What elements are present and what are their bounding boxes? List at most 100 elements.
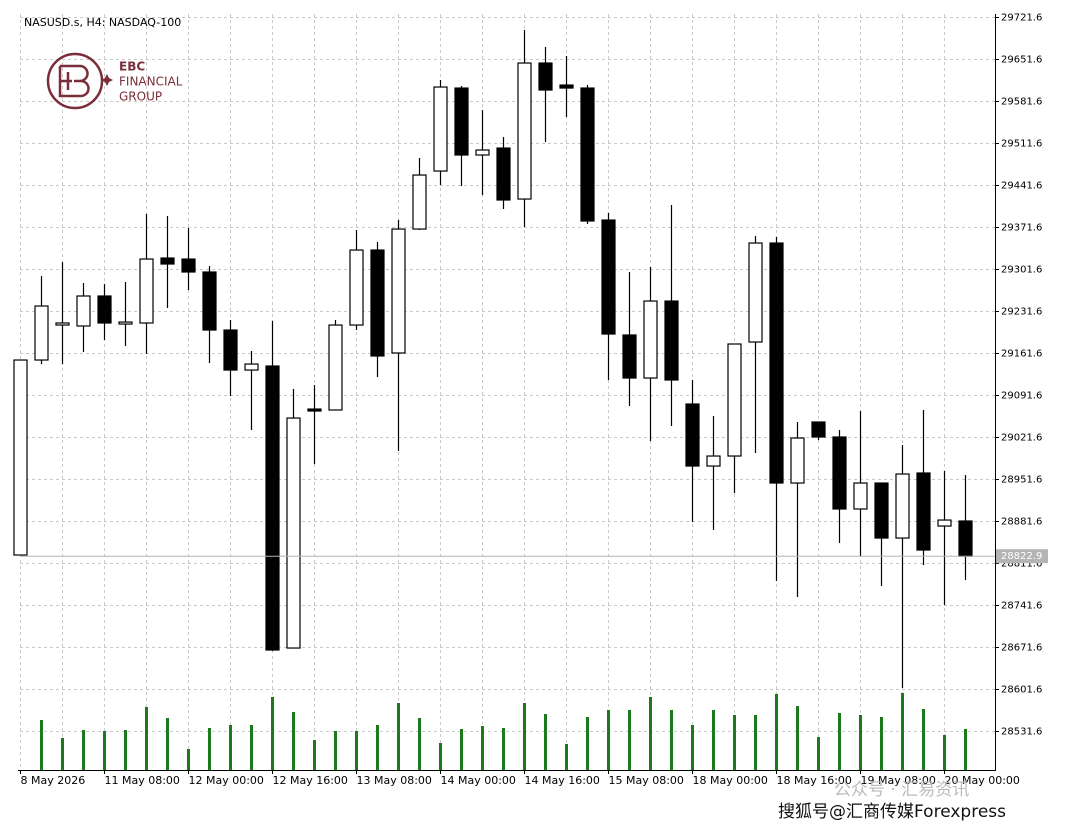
- x-tick-label: 18 May 00:00: [693, 774, 768, 787]
- volume-bar: [124, 730, 127, 770]
- logo-star: [101, 74, 113, 86]
- x-tick-label: 14 May 16:00: [525, 774, 600, 787]
- volume-bar: [901, 693, 904, 770]
- volume-bar: [460, 729, 463, 770]
- x-tick-label: 13 May 08:00: [357, 774, 432, 787]
- y-tick-label: 29161.6: [1001, 349, 1042, 360]
- volume-bar: [943, 735, 946, 770]
- candle-body: [643, 300, 658, 379]
- candle-layer: [13, 30, 973, 689]
- x-tick-label: 19 May 08:00: [861, 774, 936, 787]
- volume-bar: [439, 743, 442, 770]
- volume-bar: [544, 714, 547, 770]
- y-tick-label: 29371.6: [1001, 223, 1042, 234]
- x-tick-label: 15 May 08:00: [609, 774, 684, 787]
- volume-bar: [670, 710, 673, 770]
- volume-bar: [208, 728, 211, 770]
- y-tick-label: 29441.6: [1001, 181, 1042, 192]
- volume-bar: [775, 694, 778, 770]
- candle-body: [139, 258, 154, 324]
- candle-body: [601, 219, 616, 335]
- y-tick-label: 28881.6: [1001, 517, 1042, 528]
- candle-body: [370, 249, 385, 357]
- candle-body: [811, 421, 826, 438]
- watermark: 搜狐号@汇商传媒Forexpress: [778, 802, 1006, 822]
- y-tick-label: 28741.6: [1001, 601, 1042, 612]
- candle-body: [328, 324, 343, 411]
- candle-body: [496, 147, 511, 201]
- volume-bar: [397, 703, 400, 770]
- candle-body: [937, 519, 952, 527]
- volume-bar: [229, 725, 232, 770]
- volume-bar: [313, 740, 316, 770]
- volume-bar: [166, 718, 169, 770]
- candle-body: [559, 84, 574, 89]
- candle-body: [853, 482, 868, 510]
- logo-text: EBC: [119, 60, 145, 74]
- volume-bar: [271, 697, 274, 770]
- candle-body: [412, 174, 427, 230]
- candle-body: [244, 363, 259, 371]
- candle-body: [97, 295, 112, 324]
- candle-body: [286, 417, 301, 649]
- candle-body: [160, 257, 175, 265]
- candle-body: [727, 343, 742, 457]
- candle-body: [202, 271, 217, 331]
- candle-body: [118, 321, 133, 325]
- candle-body: [685, 403, 700, 467]
- volume-bar: [607, 710, 610, 770]
- axis-labels: 29721.6 29651.6 29581.6 29511.6 29441.6 29371…: [20, 13, 1048, 787]
- volume-bar: [922, 709, 925, 770]
- candle-body: [265, 365, 280, 651]
- y-tick-label: 28811.6: [1001, 559, 1042, 570]
- y-tick-label: 29091.6: [1001, 391, 1042, 402]
- candle-body: [433, 86, 448, 172]
- candle-body: [748, 242, 763, 343]
- candle-body: [895, 473, 910, 539]
- volume-bar: [691, 725, 694, 770]
- y-tick-label: 29651.6: [1001, 55, 1042, 66]
- candle-body: [307, 408, 322, 412]
- volume-bar: [334, 731, 337, 770]
- volume-bar: [82, 730, 85, 770]
- volume-bar: [859, 715, 862, 770]
- x-tick-label: 20 May 00:00: [945, 774, 1020, 787]
- x-tick-label: 8 May 2026: [21, 774, 86, 787]
- logo-text: GROUP: [119, 90, 162, 104]
- candle-body: [181, 258, 196, 273]
- current-price-label: 28822.9: [1001, 551, 1042, 562]
- candle-body: [223, 329, 238, 371]
- x-tick-label: 12 May 00:00: [189, 774, 264, 787]
- candle-body: [580, 87, 595, 222]
- watermark-faint: 公众号 · 汇易资讯: [834, 780, 969, 800]
- y-tick-label: 29301.6: [1001, 265, 1042, 276]
- candle-body: [832, 436, 847, 510]
- y-tick-label: 28671.6: [1001, 643, 1042, 654]
- volume-bar: [628, 710, 631, 770]
- volume-bar: [649, 697, 652, 770]
- y-tick-label: 29721.6: [1001, 13, 1042, 24]
- current-price-box: [996, 549, 1048, 564]
- candle-body: [958, 520, 973, 557]
- volume-bar: [61, 738, 64, 770]
- logo-mark: [58, 64, 90, 98]
- volume-bar: [733, 715, 736, 770]
- y-tick-label: 28601.6: [1001, 685, 1042, 696]
- candle-body: [706, 455, 721, 467]
- volume-bar: [418, 718, 421, 770]
- volume-bar: [145, 707, 148, 770]
- volume-bar: [565, 744, 568, 770]
- volume-bar: [292, 712, 295, 770]
- volume-bar: [817, 737, 820, 770]
- volume-bar: [481, 726, 484, 770]
- candle-body: [769, 242, 784, 484]
- chart-title: NASUSD.s, H4: NASDAQ-100: [24, 16, 181, 29]
- candle-body: [13, 359, 28, 556]
- candle-body: [916, 472, 931, 551]
- y-tick-label: 29581.6: [1001, 97, 1042, 108]
- candle-body: [664, 300, 679, 381]
- volume-bar: [250, 725, 253, 770]
- candle-body: [475, 149, 490, 156]
